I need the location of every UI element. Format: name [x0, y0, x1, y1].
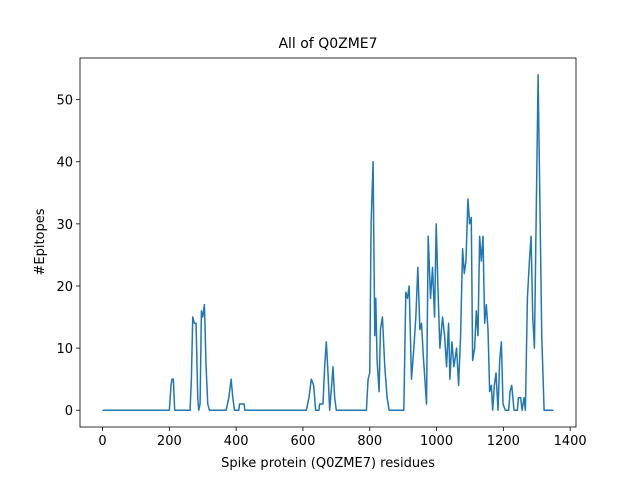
data-line [102, 74, 554, 411]
y-tick-label: 50 [56, 94, 73, 109]
y-tick-label: 10 [56, 342, 73, 357]
x-tick-label: 600 [291, 434, 316, 449]
x-tick-label: 800 [357, 434, 382, 449]
x-tick-label: 1000 [420, 434, 453, 449]
y-axis-label: #Epitopes [33, 208, 48, 275]
x-tick-label: 1400 [554, 434, 587, 449]
x-tick-label: 1200 [487, 434, 520, 449]
x-tick-label: 200 [157, 434, 182, 449]
y-tick-label: 20 [56, 280, 73, 295]
y-tick-label: 0 [65, 404, 73, 419]
chart-title: All of Q0ZME7 [278, 36, 377, 52]
y-tick-label: 40 [56, 156, 73, 171]
x-tick-label: 0 [98, 434, 106, 449]
axes-frame [79, 57, 577, 428]
x-tick-label: 400 [224, 434, 249, 449]
x-axis-label: Spike protein (Q0ZME7) residues [221, 456, 435, 471]
y-tick-label: 30 [56, 218, 73, 233]
